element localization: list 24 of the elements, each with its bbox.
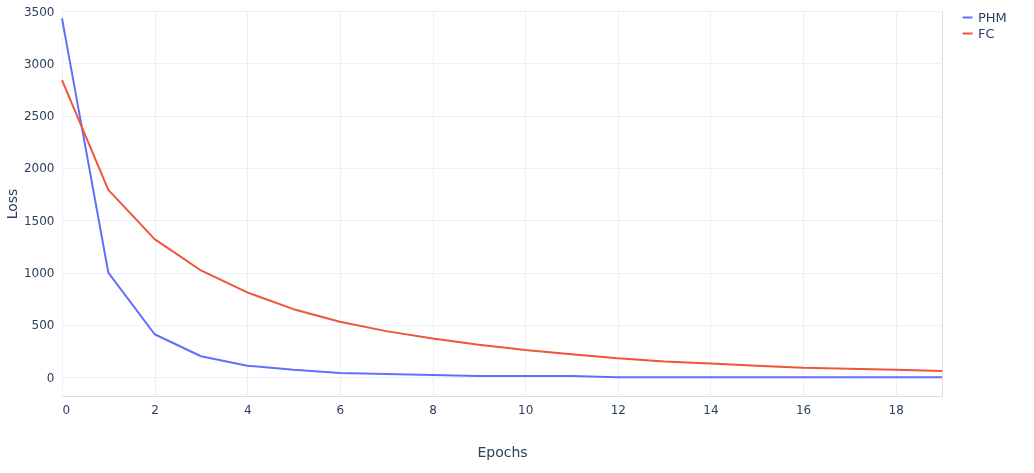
line-series <box>61 17 943 379</box>
y-tick-label: 500 <box>31 318 55 333</box>
x-tick-label: 14 <box>703 402 719 417</box>
y-axis-title: Loss <box>3 188 20 220</box>
x-axis-title: Epochs <box>477 443 528 460</box>
x-tick-label: 12 <box>610 402 626 417</box>
line-series <box>61 79 943 372</box>
x-tick-label: 10 <box>518 402 534 417</box>
legend-label: FC <box>978 25 995 41</box>
y-tick-label: 1500 <box>23 213 55 228</box>
y-tick-label: 2000 <box>23 161 55 176</box>
x-tick-label: 2 <box>151 402 159 417</box>
y-tick-label: 2500 <box>23 109 55 124</box>
legend-label: PHM <box>978 9 1007 25</box>
y-tick-label: 3000 <box>23 56 55 71</box>
y-tick-label: 0 <box>46 370 55 385</box>
y-tick-label: 3500 <box>23 4 55 19</box>
x-tick-label: 16 <box>795 402 812 417</box>
x-tick-label: 18 <box>888 402 904 417</box>
y-tick-label: 1000 <box>23 266 55 281</box>
x-tick-label: 4 <box>243 402 252 417</box>
x-tick-label: 6 <box>336 402 345 417</box>
x-tick-label: 8 <box>429 402 437 417</box>
x-tick-label: 0 <box>62 402 71 417</box>
